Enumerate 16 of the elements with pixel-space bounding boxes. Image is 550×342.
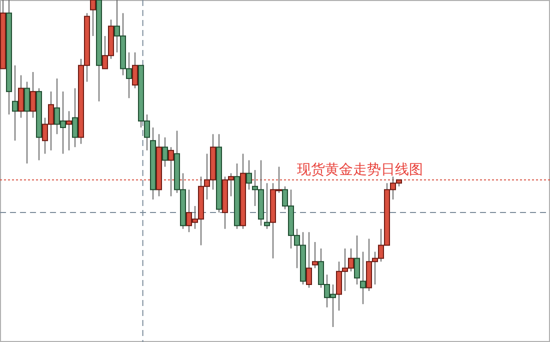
candlestick (360, 251, 366, 305)
candlestick (246, 160, 252, 190)
candlestick (312, 241, 318, 269)
candlestick (72, 88, 78, 148)
candlestick (354, 234, 360, 285)
candlestick (12, 64, 18, 142)
candlestick (66, 110, 72, 151)
text: 现货黄金走势日线图 (297, 162, 423, 178)
candlestick (264, 182, 270, 230)
candlestick (132, 52, 138, 89)
candlestick (90, 0, 96, 36)
candlestick (30, 71, 36, 118)
candlestick (162, 136, 168, 168)
candlestick (24, 81, 30, 164)
candlestick (306, 232, 312, 288)
candlestick (18, 74, 24, 118)
